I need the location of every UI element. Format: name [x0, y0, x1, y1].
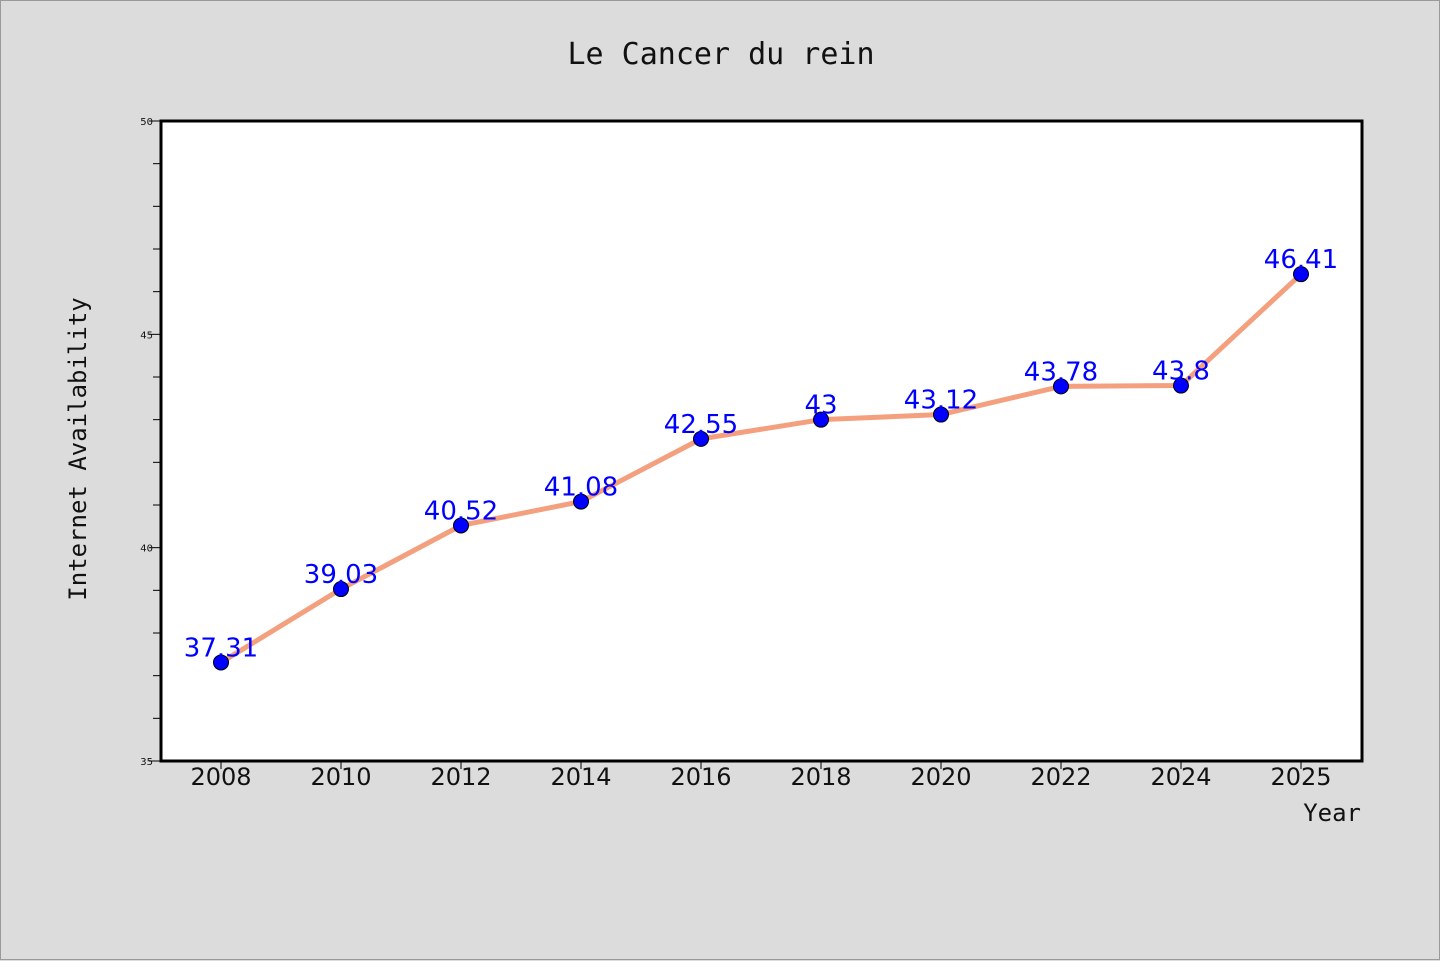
y-axis: 35 40 45 50 — [140, 117, 161, 768]
x-tick-label: 2025 — [1270, 763, 1331, 791]
y-tick-label: 50 — [140, 117, 153, 128]
x-tick-label: 2020 — [910, 763, 971, 791]
data-label: 42.55 — [664, 410, 738, 440]
x-tick-label: 2016 — [670, 763, 731, 791]
x-tick-label: 2012 — [430, 763, 491, 791]
data-label: 37.31 — [184, 633, 258, 663]
y-tick-label: 40 — [140, 544, 153, 555]
data-label: 39.03 — [304, 560, 378, 590]
series-layer: 37.31 39.03 40.52 41.08 42.55 43 43.12 43.78 43.… — [184, 245, 1338, 671]
x-tick-label: 2008 — [190, 763, 251, 791]
series-line — [218, 271, 1304, 665]
data-label: 43.8 — [1152, 357, 1210, 387]
data-point — [573, 493, 589, 510]
data-point — [1173, 377, 1189, 394]
x-tick-label: 2018 — [790, 763, 851, 791]
data-label: 46.41 — [1264, 245, 1338, 275]
x-tick-label: 2014 — [550, 763, 611, 791]
x-axis-title: Year — [1303, 799, 1361, 827]
data-point — [1293, 266, 1309, 283]
plot-area — [159, 119, 1364, 763]
data-point — [933, 406, 949, 423]
x-tick-label: 2022 — [1030, 763, 1091, 791]
data-label: 41.08 — [544, 473, 618, 503]
data-point — [453, 517, 469, 534]
y-tick-label: 35 — [140, 757, 153, 768]
data-point — [213, 654, 229, 671]
data-label: 43 — [804, 391, 837, 421]
data-label: 43.12 — [904, 386, 978, 416]
data-label: 40.52 — [424, 496, 498, 526]
x-axis: 2008 2010 2012 2014 2016 2018 2020 2022 2024 2025 — [190, 761, 1332, 791]
y-axis-title: Internet Availability — [64, 297, 92, 600]
data-point — [1053, 378, 1069, 395]
chart-title: Le Cancer du rein — [567, 37, 874, 72]
data-point — [813, 411, 829, 428]
y-tick-label: 45 — [140, 330, 153, 341]
data-label: 43.78 — [1024, 357, 1098, 387]
data-point — [333, 581, 349, 598]
x-tick-label: 2010 — [310, 763, 371, 791]
x-tick-label: 2024 — [1150, 763, 1211, 791]
data-point — [693, 430, 709, 447]
